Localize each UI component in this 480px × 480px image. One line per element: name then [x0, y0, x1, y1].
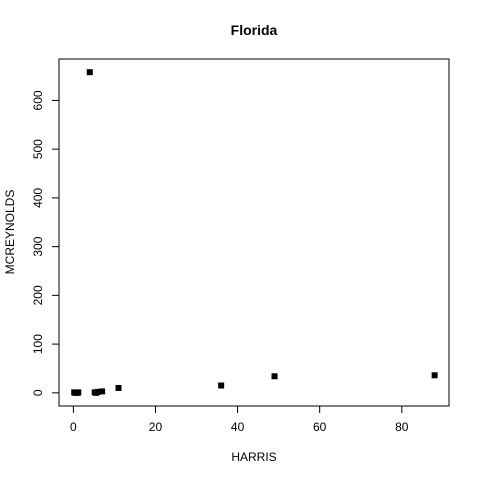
x-tick-label: 40	[231, 420, 245, 434]
y-tick-label: 300	[31, 236, 45, 256]
y-tick-label: 400	[31, 188, 45, 208]
data-point	[75, 389, 82, 396]
data-point	[115, 384, 122, 391]
data-point	[271, 373, 278, 380]
data-point	[95, 388, 101, 395]
data-points	[71, 69, 438, 396]
data-point	[99, 388, 106, 395]
x-tick-label: 0	[70, 420, 77, 434]
x-tick-label: 20	[149, 420, 163, 434]
x-axis-label: HARRIS	[231, 450, 276, 464]
y-tick-label: 600	[31, 90, 45, 110]
y-tick-label: 100	[31, 334, 45, 354]
x-tick-label: 60	[313, 420, 327, 434]
plot-frame	[58, 58, 450, 407]
data-point	[86, 69, 93, 76]
y-tick-label: 0	[31, 389, 45, 396]
data-point	[431, 372, 438, 379]
x-tick-label: 80	[395, 420, 409, 434]
data-point	[218, 382, 225, 389]
chart-title: Florida	[231, 22, 278, 38]
y-axis: 0 100 200 300 400 500 600	[31, 90, 59, 396]
y-axis-label: MCREYNOLDS	[3, 190, 17, 275]
y-tick-label: 200	[31, 285, 45, 305]
y-tick-label: 500	[31, 139, 45, 159]
x-axis: 0 20 40 60 80	[70, 406, 409, 434]
